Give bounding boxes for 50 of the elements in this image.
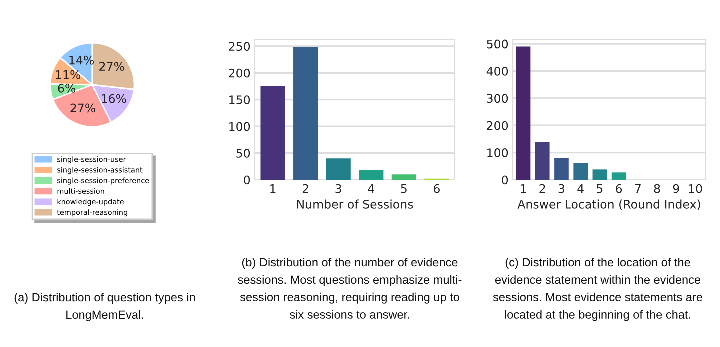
x-tick-label: 3 — [558, 184, 565, 194]
bar — [574, 163, 588, 180]
y-tick-label: 500 — [487, 40, 508, 49]
x-tick-label: 5 — [597, 184, 603, 194]
x-tick-label: 2 — [302, 184, 308, 194]
bar — [392, 174, 416, 180]
bar — [294, 46, 318, 180]
bar — [612, 172, 626, 180]
text: (c) Distribution of the location of the evidence statement within the evidence sessions. Most evidence statements are located at the beginning of the chat. — [493, 258, 702, 322]
bar — [516, 46, 531, 180]
bar — [535, 142, 550, 180]
x-tick-label: 10 — [689, 184, 702, 194]
data-label: 14% — [70, 56, 94, 65]
y-tick-label: 400 — [486, 66, 508, 76]
data-label: 6% — [58, 84, 76, 93]
x-tick-label: 8 — [654, 184, 660, 194]
y-tick-label: 0 — [244, 176, 250, 185]
x-tick-label: 4 — [368, 184, 374, 194]
x-tick-label: 4 — [578, 184, 584, 194]
y-tick-label: 300 — [487, 94, 508, 104]
bar — [592, 170, 608, 180]
bar — [359, 170, 384, 180]
x-tick-label: 6 — [434, 184, 440, 194]
x-tick-label: 1 — [521, 184, 526, 194]
text: (a) Distribution of question types in LongMemEval. — [14, 293, 196, 322]
y-tick-label: 0 — [502, 176, 508, 185]
x-tick-label: 6 — [616, 184, 622, 194]
y-tick-label: 200 — [229, 68, 250, 78]
bar — [260, 86, 286, 180]
text: (b) Distribution of the number of evidence sessions. Most questions emphasize multi- session reasoning, requiring reading up to six sessions to answer. — [238, 258, 462, 319]
data-label: 27% — [70, 104, 96, 113]
x-tick-label: 5 — [401, 184, 407, 194]
bar — [326, 158, 351, 180]
x-tick-label: 7 — [635, 184, 641, 194]
x-tick-label: 1 — [270, 184, 276, 194]
data-label: 11% — [56, 70, 81, 80]
x-tick-label: 9 — [673, 184, 680, 194]
bar — [554, 158, 569, 180]
y-tick-label: 100 — [230, 122, 250, 132]
y-tick-label: 150 — [230, 96, 250, 104]
y-tick-label: 250 — [229, 42, 250, 52]
y-tick-label: 50 — [236, 149, 250, 158]
x-tick-label: 2 — [540, 184, 546, 194]
data-label: 16% — [102, 94, 126, 104]
x-axis-title: Answer Location (Round Index) — [518, 200, 700, 210]
y-tick-label: 200 — [487, 121, 508, 130]
x-axis-title: Number of Sessions — [297, 200, 414, 209]
x-tick-label: 3 — [336, 184, 342, 194]
data-label: 27% — [100, 62, 124, 72]
y-tick-label: 100 — [488, 148, 508, 158]
